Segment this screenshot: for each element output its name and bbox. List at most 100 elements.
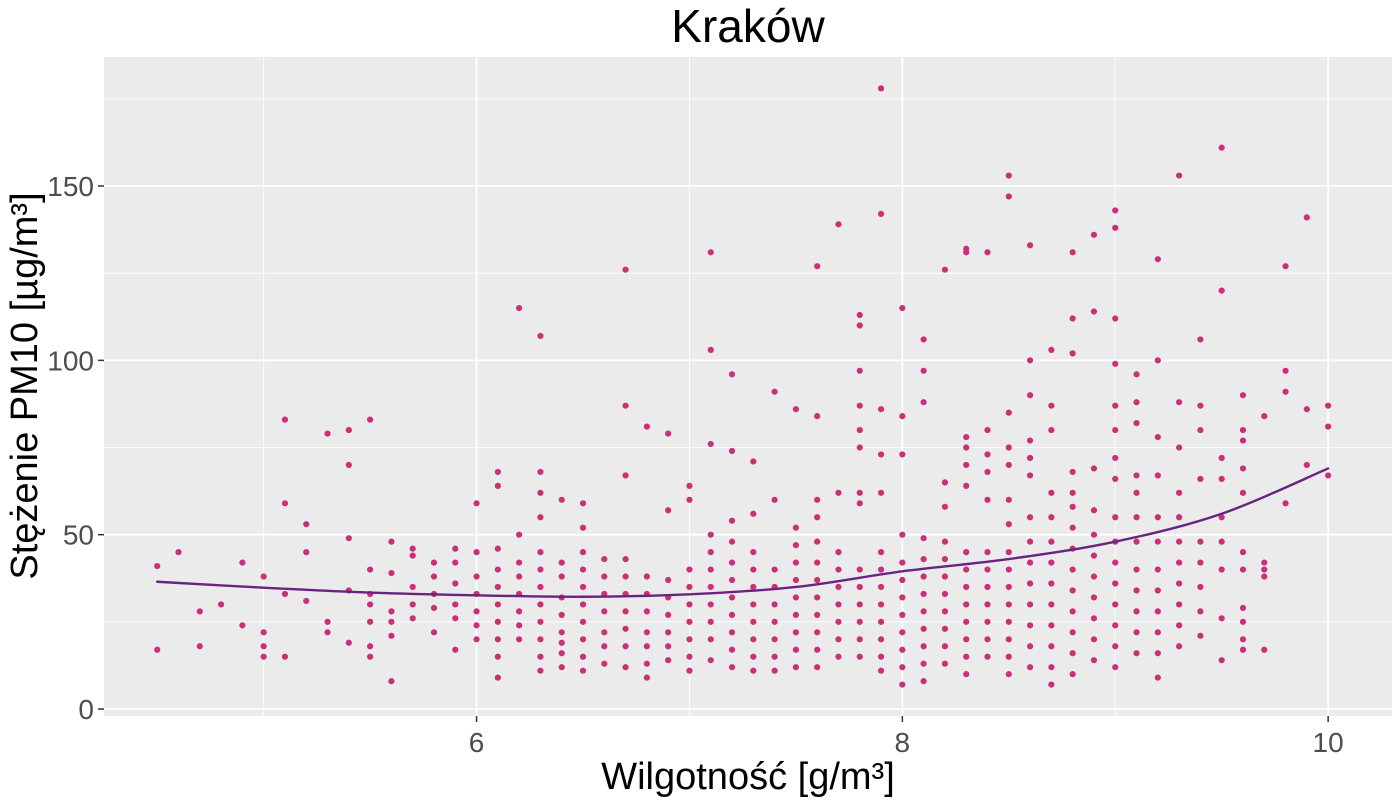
- data-point: [558, 611, 565, 618]
- data-point: [665, 576, 672, 584]
- data-point: [1048, 489, 1055, 496]
- data-point: [1133, 420, 1140, 427]
- data-point: [558, 639, 565, 646]
- data-point: [1112, 559, 1119, 566]
- data-point: [516, 559, 523, 566]
- data-point: [856, 601, 863, 608]
- data-point: [984, 601, 991, 608]
- data-points: [154, 85, 1332, 688]
- data-point: [814, 263, 821, 270]
- data-point: [963, 444, 970, 451]
- data-point: [537, 618, 544, 625]
- x-axis-title: Wilgotność [g/m³]: [601, 756, 895, 798]
- data-point: [281, 590, 289, 598]
- axis-ticks: [98, 185, 1329, 722]
- data-point: [1048, 681, 1055, 688]
- data-point: [707, 601, 714, 608]
- data-point: [1026, 472, 1034, 479]
- data-point: [579, 653, 587, 660]
- data-point: [728, 517, 736, 524]
- data-point: [1239, 489, 1247, 496]
- data-point: [1069, 608, 1076, 615]
- data-point: [260, 653, 267, 660]
- data-point: [345, 426, 352, 434]
- data-point: [1090, 552, 1098, 559]
- data-point: [899, 413, 906, 420]
- data-point: [707, 346, 714, 353]
- data-point: [707, 531, 714, 538]
- data-point: [963, 482, 970, 489]
- data-point: [558, 629, 565, 636]
- data-point: [750, 667, 757, 674]
- data-point: [1261, 646, 1268, 653]
- data-point: [920, 678, 927, 685]
- data-point: [963, 618, 970, 625]
- data-point: [1090, 507, 1098, 514]
- data-point: [792, 524, 800, 531]
- data-point: [1133, 538, 1140, 545]
- data-point: [1197, 402, 1204, 409]
- data-point: [367, 566, 374, 573]
- data-point: [1090, 465, 1098, 472]
- data-point: [622, 664, 629, 671]
- data-point: [473, 636, 480, 643]
- data-point: [516, 622, 523, 629]
- data-point: [452, 559, 459, 566]
- data-point: [665, 657, 672, 664]
- data-point: [856, 367, 863, 374]
- data-point: [1133, 472, 1140, 479]
- data-point: [984, 249, 991, 256]
- data-point: [665, 611, 672, 618]
- data-point: [643, 423, 650, 430]
- data-point: [856, 500, 863, 507]
- data-point: [409, 552, 416, 559]
- data-point: [1005, 636, 1012, 643]
- data-point: [1176, 580, 1183, 587]
- data-point: [1026, 514, 1034, 521]
- data-point: [920, 660, 927, 667]
- data-point: [1154, 433, 1161, 441]
- data-point: [899, 304, 906, 312]
- data-point: [1026, 559, 1034, 566]
- data-point: [771, 496, 778, 503]
- data-point: [1048, 559, 1055, 566]
- data-point: [856, 444, 863, 451]
- data-point: [1026, 643, 1034, 650]
- data-point: [792, 664, 800, 671]
- data-point: [537, 514, 544, 521]
- data-point: [579, 524, 587, 531]
- data-point: [1176, 559, 1183, 566]
- data-point: [1282, 388, 1289, 395]
- data-point: [1218, 454, 1225, 462]
- data-point: [1112, 315, 1119, 322]
- data-point: [1218, 615, 1225, 622]
- data-point: [728, 664, 736, 671]
- data-point: [771, 388, 778, 395]
- data-point: [877, 636, 885, 643]
- x-tick-label: 10: [1313, 727, 1344, 758]
- data-point: [1048, 538, 1055, 545]
- data-point: [750, 601, 757, 608]
- plot-panel: [104, 57, 1392, 716]
- data-point: [154, 646, 161, 653]
- data-point: [750, 583, 757, 591]
- data-point: [835, 583, 842, 591]
- data-point: [1154, 674, 1161, 681]
- data-point: [303, 597, 310, 605]
- data-point: [1218, 657, 1225, 664]
- data-point: [537, 489, 544, 496]
- data-point: [537, 332, 544, 340]
- data-point: [792, 406, 800, 413]
- data-point: [239, 559, 246, 566]
- data-point: [154, 562, 161, 570]
- data-point: [1112, 601, 1119, 608]
- data-point: [835, 221, 842, 228]
- data-point: [1026, 357, 1034, 364]
- data-point: [1325, 423, 1332, 430]
- data-point: [963, 636, 970, 643]
- data-point: [1112, 475, 1119, 482]
- data-point: [877, 601, 885, 608]
- data-point: [1218, 566, 1225, 573]
- data-point: [941, 555, 949, 563]
